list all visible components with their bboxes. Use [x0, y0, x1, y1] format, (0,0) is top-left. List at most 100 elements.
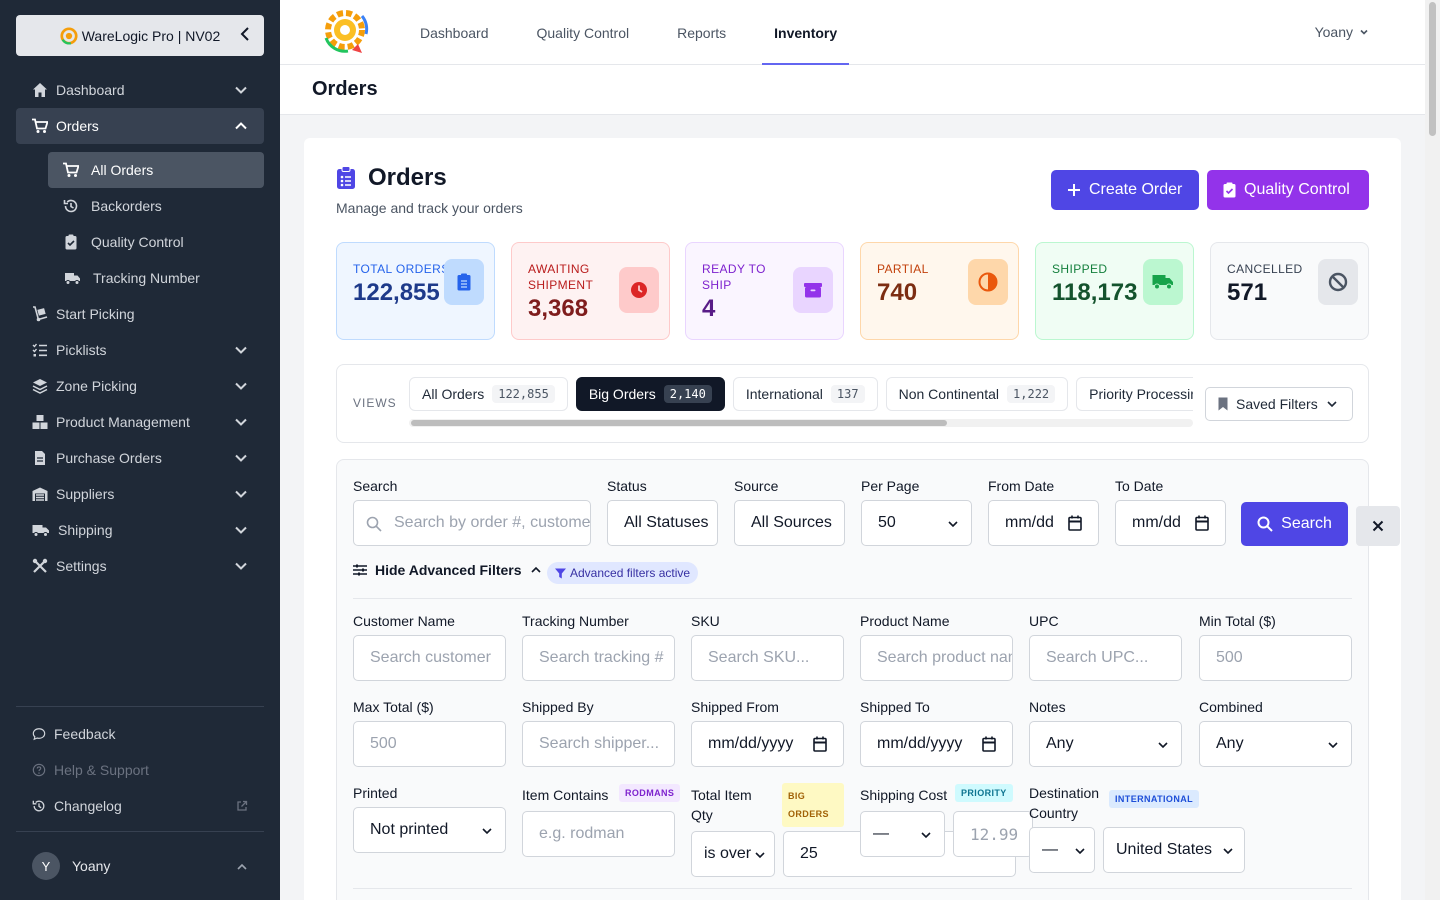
app-logo-icon[interactable] [318, 4, 372, 58]
status-select[interactable]: All Statuses [607, 500, 718, 546]
plus-icon [1068, 184, 1080, 196]
clear-filters-button[interactable] [1356, 506, 1400, 546]
shipped-to-input[interactable]: mm/dd/yyyy [860, 721, 1013, 767]
shipping-cost-operator-value: — [873, 825, 889, 842]
printed-select[interactable]: Not printed [353, 807, 506, 853]
collapse-sidebar-icon[interactable] [240, 27, 250, 41]
stat-icon-box [1143, 259, 1183, 305]
stat-card-total-orders[interactable]: Total Orders 122,855 [336, 242, 495, 340]
stat-card-cancelled[interactable]: Cancelled 571 [1210, 242, 1369, 340]
truck-icon [1152, 275, 1173, 290]
sidebar-item-dashboard[interactable]: Dashboard [16, 72, 264, 108]
view-tab-priority-processing[interactable]: Priority Processing [1076, 377, 1193, 411]
view-tab-international[interactable]: International 137 [732, 377, 878, 411]
user-dropdown-label: Yoany [1314, 24, 1353, 40]
sidebar-item-changelog[interactable]: Changelog [16, 788, 264, 824]
per-page-select[interactable]: 50 [861, 500, 972, 546]
sidebar-subitem-tracking-number[interactable]: Tracking Number [48, 260, 264, 296]
calendar-icon[interactable] [1068, 515, 1082, 531]
to-date-input[interactable]: mm/dd [1115, 500, 1226, 546]
scrollbar-thumb[interactable] [1429, 2, 1436, 136]
per-page-value: 50 [878, 514, 896, 531]
saved-views-bar: VIEWS All Orders 122,855 Big Orders 2,14… [336, 364, 1369, 443]
max-total-input[interactable]: 500 [353, 721, 506, 767]
stat-value: 740 [877, 279, 918, 306]
tab-inventory[interactable]: Inventory [762, 0, 850, 65]
calendar-icon[interactable] [813, 736, 827, 752]
sidebar-item-start-picking[interactable]: Start Picking [16, 296, 264, 332]
sku-input[interactable]: Search SKU... [691, 635, 844, 681]
view-tabs-scrollbar[interactable] [409, 419, 1193, 427]
sidebar-item-orders[interactable]: Orders [16, 108, 264, 144]
sidebar-item-shipping[interactable]: Shipping [16, 512, 264, 548]
sidebar-subitem-quality-control[interactable]: Quality Control [48, 224, 264, 260]
sidebar-item-label: Product Management [56, 414, 190, 430]
from-date-label: From Date [988, 478, 1055, 494]
shipped-from-input[interactable]: mm/dd/yyyy [691, 721, 844, 767]
sidebar-item-settings[interactable]: Settings [16, 548, 264, 584]
tab-reports[interactable]: Reports [677, 24, 727, 41]
search-input[interactable]: Search by order #, customer [353, 500, 591, 546]
product-name-input[interactable]: Search product name [860, 635, 1013, 681]
combined-label: Combined [1199, 699, 1263, 715]
shipped-by-input[interactable]: Search shipper... [522, 721, 675, 767]
sidebar-item-label: Picklists [56, 342, 107, 358]
search-input-placeholder: Search by order #, customer [394, 514, 591, 531]
sidebar-subitem-all-orders[interactable]: All Orders [48, 152, 264, 188]
sidebar-subitem-backorders[interactable]: Backorders [48, 188, 264, 224]
notes-select[interactable]: Any [1029, 721, 1182, 767]
min-total-input[interactable]: 500 [1199, 635, 1352, 681]
user-name: Yoany [72, 858, 111, 874]
view-tab-all-orders[interactable]: All Orders 122,855 [409, 377, 568, 411]
card-title-text: Orders [368, 164, 447, 191]
sidebar-item-purchase-orders[interactable]: Purchase Orders [16, 440, 264, 476]
view-tab-big-orders[interactable]: Big Orders 2,140 [575, 377, 725, 411]
calendar-icon[interactable] [1195, 515, 1209, 531]
sidebar-item-zone-picking[interactable]: Zone Picking [16, 368, 264, 404]
calendar-icon[interactable] [982, 736, 996, 752]
hide-advanced-filters-toggle[interactable]: Hide Advanced Filters [353, 562, 542, 578]
stat-card-partial[interactable]: Partial 740 [860, 242, 1019, 340]
destination-country-operator[interactable]: — [1029, 827, 1095, 873]
customer-name-label: Customer Name [353, 613, 455, 629]
source-select[interactable]: All Sources [734, 500, 845, 546]
from-date-input[interactable]: mm/dd [988, 500, 1099, 546]
search-button[interactable]: Search [1241, 502, 1348, 546]
quality-control-button[interactable]: Quality Control [1207, 170, 1369, 210]
stat-card-ready-to-ship[interactable]: Ready to Ship 4 [685, 242, 844, 340]
total-item-qty-operator[interactable]: is over [691, 831, 775, 877]
chevron-down-icon [1158, 742, 1168, 749]
shipping-cost-operator[interactable]: — [860, 811, 945, 857]
sidebar-item-help-support[interactable]: Help & Support [16, 752, 264, 788]
destination-country-select[interactable]: United States [1103, 827, 1245, 873]
user-dropdown[interactable]: Yoany [1315, 24, 1369, 40]
stat-card-awaiting-shipment[interactable]: Awaiting Shipment 3,368 [511, 242, 670, 340]
page-scrollbar[interactable] [1425, 0, 1440, 900]
upc-input[interactable]: Search UPC... [1029, 635, 1182, 681]
sidebar-user-menu[interactable]: Y Yoany [16, 831, 264, 900]
item-contains-input[interactable]: e.g. rodman [522, 811, 675, 857]
combined-select[interactable]: Any [1199, 721, 1352, 767]
sidebar-item-product-management[interactable]: Product Management [16, 404, 264, 440]
brand-switcher[interactable]: WareLogic Pro | NV02 [16, 15, 264, 56]
shipping-cost-input[interactable]: 12.99 [953, 811, 1033, 857]
sidebar-item-picklists[interactable]: Picklists [16, 332, 264, 368]
view-tab-non-continental[interactable]: Non Continental 1,222 [885, 377, 1069, 411]
history-icon [32, 800, 45, 812]
sidebar-item-feedback[interactable]: Feedback [16, 716, 264, 752]
create-order-button[interactable]: Create Order [1051, 170, 1199, 210]
customer-name-input[interactable]: Search customer [353, 635, 506, 681]
scrollbar-thumb[interactable] [411, 420, 947, 426]
view-tab-count: 137 [830, 385, 865, 403]
sidebar-item-suppliers[interactable]: Suppliers [16, 476, 264, 512]
view-tabs: All Orders 122,855 Big Orders 2,140 Inte… [409, 377, 1193, 411]
view-tab-count: 2,140 [663, 385, 712, 403]
tracking-number-input[interactable]: Search tracking # [522, 635, 675, 681]
sidebar: WareLogic Pro | NV02 Dashboard Orders Al… [0, 0, 280, 900]
stat-card-shipped[interactable]: Shipped 118,173 [1035, 242, 1194, 340]
tab-quality-control[interactable]: Quality Control [536, 24, 630, 41]
chevron-down-icon [235, 418, 247, 426]
saved-filters-dropdown[interactable]: Saved Filters [1205, 387, 1353, 421]
create-order-label: Create Order [1089, 181, 1183, 198]
tab-dashboard[interactable]: Dashboard [420, 24, 489, 41]
